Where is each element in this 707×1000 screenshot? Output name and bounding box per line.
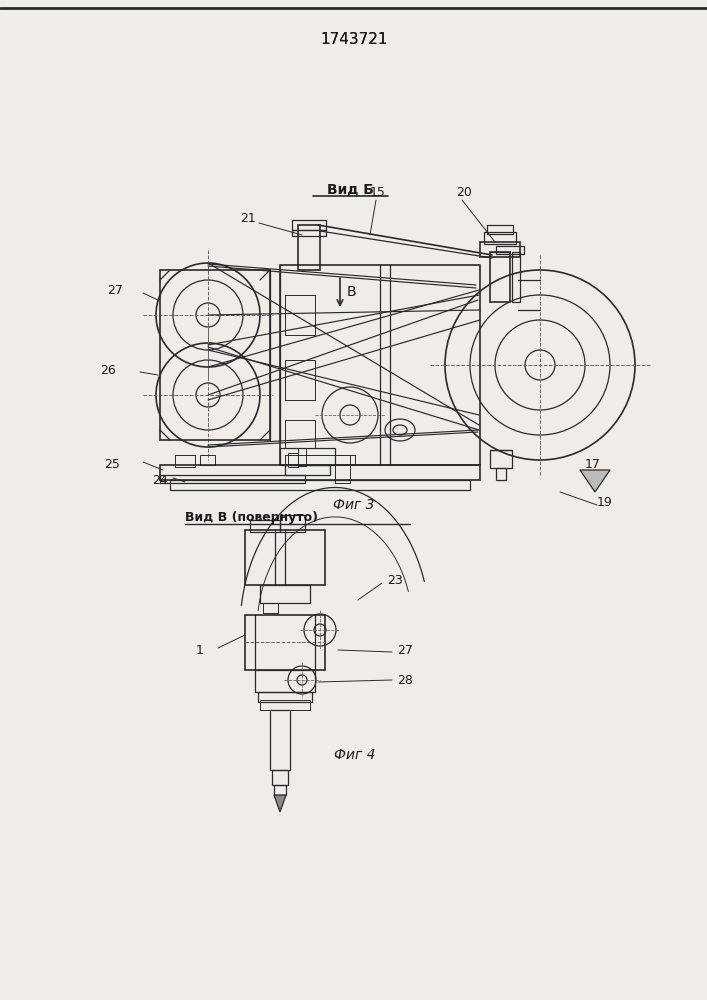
- Text: 25: 25: [104, 458, 120, 472]
- Bar: [200, 455, 215, 465]
- Polygon shape: [274, 795, 286, 812]
- Text: В: В: [346, 285, 356, 299]
- Bar: [487, 225, 513, 234]
- Text: 15: 15: [370, 186, 386, 198]
- Text: Вид В (повернуто): Вид В (повернуто): [185, 512, 318, 524]
- Text: 27: 27: [397, 644, 413, 656]
- Text: 24: 24: [152, 474, 168, 487]
- Bar: [298, 448, 306, 466]
- Bar: [335, 455, 350, 483]
- Bar: [258, 692, 312, 702]
- Bar: [255, 670, 315, 692]
- Text: Вид Б: Вид Б: [327, 183, 373, 197]
- Bar: [490, 450, 512, 468]
- Bar: [250, 520, 280, 532]
- Bar: [496, 246, 524, 254]
- Bar: [288, 453, 298, 467]
- Bar: [274, 785, 286, 795]
- Text: 28: 28: [397, 674, 413, 686]
- Text: 1743721: 1743721: [320, 32, 387, 47]
- Bar: [272, 770, 288, 785]
- Text: 20: 20: [456, 186, 472, 198]
- Text: Фиг 3: Фиг 3: [333, 498, 375, 512]
- Bar: [160, 475, 305, 483]
- Bar: [285, 295, 315, 335]
- Bar: [260, 700, 310, 710]
- Bar: [175, 455, 195, 467]
- Bar: [280, 515, 305, 532]
- Bar: [480, 242, 520, 257]
- Text: 1: 1: [196, 644, 204, 656]
- Bar: [292, 220, 326, 230]
- Bar: [512, 252, 520, 302]
- Text: 19: 19: [597, 495, 613, 508]
- Bar: [280, 448, 335, 465]
- Bar: [160, 465, 480, 480]
- Bar: [285, 465, 330, 475]
- Bar: [285, 360, 315, 400]
- Text: 21: 21: [240, 212, 256, 225]
- Bar: [496, 468, 506, 480]
- Text: 27: 27: [107, 284, 123, 296]
- Bar: [170, 480, 470, 490]
- Text: 26: 26: [100, 363, 116, 376]
- Bar: [490, 252, 510, 302]
- Bar: [298, 225, 320, 270]
- Bar: [263, 603, 278, 613]
- Bar: [160, 270, 270, 440]
- Bar: [260, 585, 310, 603]
- Text: 23: 23: [387, 574, 403, 586]
- Bar: [484, 232, 516, 244]
- Bar: [292, 230, 326, 236]
- Text: Фиг 4: Фиг 4: [334, 748, 375, 762]
- Polygon shape: [580, 470, 610, 492]
- Text: 1743721: 1743721: [320, 32, 387, 47]
- Bar: [270, 710, 290, 770]
- Bar: [285, 455, 355, 465]
- Bar: [280, 265, 480, 465]
- Text: 17: 17: [585, 458, 601, 472]
- Bar: [285, 420, 315, 448]
- Bar: [245, 615, 325, 670]
- Bar: [245, 530, 325, 585]
